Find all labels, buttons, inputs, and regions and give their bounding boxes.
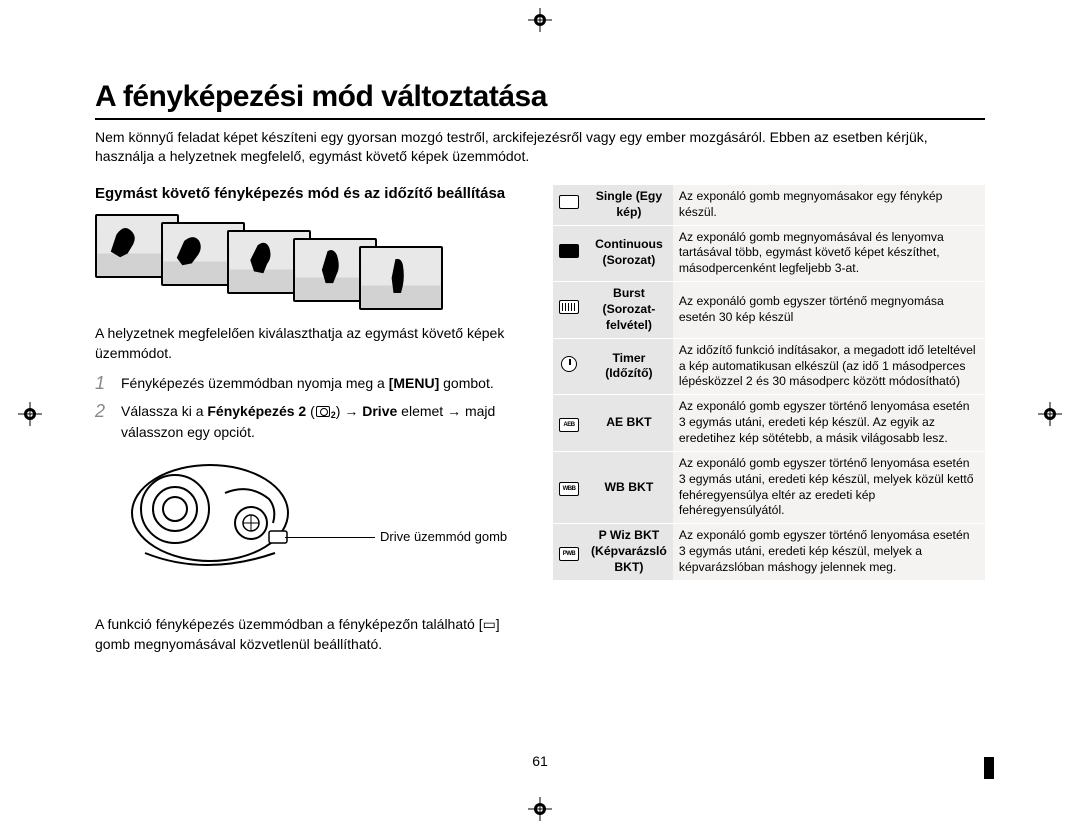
mode-desc: Az exponáló gomb egyszer történő lenyomá… <box>673 451 985 523</box>
mode-label: AE BKT <box>585 395 673 452</box>
step2-text-a: Válassza ki a <box>121 403 207 419</box>
step2-bold-2: Drive <box>362 403 397 419</box>
mode-icon-cell: WBB <box>553 451 585 523</box>
camera-icon <box>316 406 330 417</box>
regmark-top <box>528 8 552 32</box>
table-row: AEB AE BKT Az exponáló gomb egyszer tört… <box>553 395 985 452</box>
mode-icon-cell <box>553 282 585 339</box>
camera-illustration: Drive üzemmód gomb <box>125 453 435 603</box>
mode-desc: Az exponáló gomb megnyomásával és lenyom… <box>673 225 985 282</box>
steps-list: 1 Fényképezés üzemmódban nyomja meg a [M… <box>95 373 525 443</box>
callout-line <box>285 537 375 538</box>
mode-icon-cell <box>553 225 585 282</box>
table-row: Timer (Időzítő) Az időzítő funkció indít… <box>553 338 985 395</box>
mode-icon-cell <box>553 338 585 395</box>
step1-menu: [MENU] <box>389 375 440 391</box>
callout-label: Drive üzemmód gomb <box>380 529 507 544</box>
table-row: PWB P Wiz BKT (Képvarázsló BKT) Az expon… <box>553 524 985 581</box>
regmark-left <box>18 402 42 426</box>
step2-bold-1: Fényképezés 2 <box>207 403 306 419</box>
continuous-icon <box>559 244 579 258</box>
step-1: 1 Fényképezés üzemmódban nyomja meg a [M… <box>95 373 525 395</box>
timer-icon <box>561 356 577 372</box>
section-tab-marker <box>984 757 994 779</box>
manual-page: A fényképezési mód változtatása Nem könn… <box>0 0 1080 829</box>
mode-icon-cell: PWB <box>553 524 585 581</box>
step-number: 1 <box>95 373 111 395</box>
regmark-bottom <box>528 797 552 821</box>
mode-icon-cell <box>553 184 585 225</box>
step2-text-c: ( <box>306 403 315 419</box>
mode-desc: Az exponáló gomb egyszer történő lenyomá… <box>673 524 985 581</box>
table-row: Continuous (Sorozat) Az exponáló gomb me… <box>553 225 985 282</box>
section-heading: Egymást követő fényképezés mód és az idő… <box>95 184 525 204</box>
title-rule <box>95 118 985 120</box>
mode-desc: Az exponáló gomb egyszer történő megnyom… <box>673 282 985 339</box>
mode-label: Burst (Sorozat-felvétel) <box>585 282 673 339</box>
paragraph-1: A helyzetnek megfelelően kiválaszthatja … <box>95 324 525 363</box>
intro-text: Nem könnyű feladat képet készíteni egy g… <box>95 128 985 166</box>
regmark-right <box>1038 402 1062 426</box>
step-body: Fényképezés üzemmódban nyomja meg a [MEN… <box>121 373 525 395</box>
mode-icon-cell: AEB <box>553 395 585 452</box>
table-row: Single (Egy kép) Az exponáló gomb megnyo… <box>553 184 985 225</box>
pwizbkt-icon: PWB <box>559 547 579 561</box>
two-columns: Egymást követő fényképezés mód és az idő… <box>95 184 985 665</box>
left-column: Egymást követő fényképezés mód és az idő… <box>95 184 525 665</box>
mode-desc: Az időzítő funkció indításakor, a megado… <box>673 338 985 395</box>
single-icon <box>559 195 579 209</box>
mode-desc: Az exponáló gomb egyszer történő lenyomá… <box>673 395 985 452</box>
aebkt-icon: AEB <box>559 418 579 432</box>
burst-frame-5 <box>359 246 443 310</box>
burst-sequence-illustration <box>95 214 465 310</box>
step2-text-d: ) → <box>336 403 362 419</box>
table-row: Burst (Sorozat-felvétel) Az exponáló gom… <box>553 282 985 339</box>
paragraph-2: A funkció fényképezés üzemmódban a fényk… <box>95 615 525 654</box>
step1-text-c: gombot. <box>439 375 493 391</box>
mode-label: Timer (Időzítő) <box>585 338 673 395</box>
page-number: 61 <box>532 753 548 769</box>
right-column: Single (Egy kép) Az exponáló gomb megnyo… <box>553 184 985 665</box>
mode-label: Continuous (Sorozat) <box>585 225 673 282</box>
mode-label: P Wiz BKT (Képvarázsló BKT) <box>585 524 673 581</box>
step-number: 2 <box>95 401 111 444</box>
step-body: Válassza ki a Fényképezés 2 (2) → Drive … <box>121 401 525 444</box>
wbbkt-icon: WBB <box>559 482 579 496</box>
page-title: A fényképezési mód változtatása <box>95 80 985 114</box>
step1-text-a: Fényképezés üzemmódban nyomja meg a <box>121 375 389 391</box>
mode-label: WB BKT <box>585 451 673 523</box>
step-2: 2 Válassza ki a Fényképezés 2 (2) → Driv… <box>95 401 525 444</box>
table-row: WBB WB BKT Az exponáló gomb egyszer tört… <box>553 451 985 523</box>
mode-desc: Az exponáló gomb megnyomásakor egy fényk… <box>673 184 985 225</box>
drive-modes-table: Single (Egy kép) Az exponáló gomb megnyo… <box>553 184 985 581</box>
burst-icon <box>559 300 579 314</box>
mode-label: Single (Egy kép) <box>585 184 673 225</box>
